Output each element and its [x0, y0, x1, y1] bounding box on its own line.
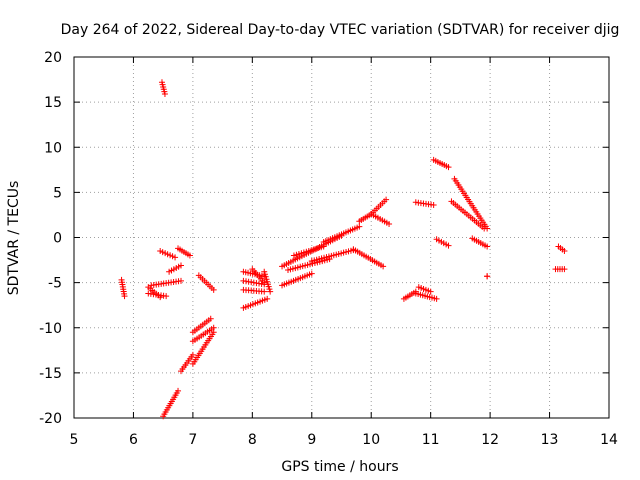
data-series-segment	[249, 266, 268, 286]
data-series-segment	[240, 277, 268, 288]
x-tick-label: 11	[422, 432, 440, 448]
x-tick-label: 6	[129, 432, 138, 448]
y-tick-label: -10	[39, 321, 62, 337]
x-tick-label: 12	[481, 432, 499, 448]
data-series-segment	[415, 284, 434, 295]
data-series-segment	[189, 315, 214, 336]
data-point	[484, 273, 491, 280]
data-points	[118, 79, 568, 420]
data-series-segment	[118, 276, 128, 300]
data-series-segment	[240, 295, 271, 311]
data-point	[163, 293, 170, 300]
data-point	[210, 329, 217, 336]
data-series-segment	[189, 329, 217, 367]
data-series-segment	[484, 273, 491, 280]
data-series-segment	[430, 156, 452, 171]
data-series-segment	[555, 243, 568, 255]
data-point	[172, 254, 179, 261]
data-point	[161, 91, 168, 98]
y-axis-label: SDTVAR / TECUs	[6, 181, 22, 296]
x-tick-label: 14	[600, 432, 618, 448]
data-series-segment	[261, 268, 274, 295]
y-tick-label: -5	[48, 276, 62, 292]
x-tick-label: 7	[188, 432, 197, 448]
x-tick-label: 10	[362, 432, 380, 448]
data-point	[186, 252, 193, 259]
y-tick-label: 15	[44, 95, 62, 111]
data-point	[356, 223, 363, 230]
data-point	[121, 293, 128, 300]
data-point	[178, 262, 184, 269]
data-point	[445, 164, 452, 171]
data-point	[433, 295, 440, 302]
data-point	[175, 387, 182, 394]
data-point	[210, 286, 217, 293]
data-point	[261, 279, 268, 286]
data-series-segment	[158, 79, 168, 98]
data-point	[427, 288, 434, 295]
y-tick-label: 20	[44, 50, 62, 66]
data-series-segment	[148, 277, 184, 289]
data-point	[386, 220, 393, 227]
data-point	[189, 351, 196, 358]
data-point	[264, 295, 271, 302]
y-tick-label: 10	[44, 140, 62, 156]
axes: 5 6 7 8 9 10 11 12 13 14 -20 -15 -10 -5 0 5 10 15 20	[39, 50, 618, 448]
data-point	[561, 248, 568, 255]
data-series-segment	[189, 324, 217, 345]
data-point	[383, 196, 390, 203]
y-tick-label: -20	[39, 411, 62, 427]
data-series-segment	[412, 290, 440, 302]
data-series-segment	[451, 175, 491, 232]
x-tick-label: 9	[307, 432, 316, 448]
x-tick-label: 13	[541, 432, 559, 448]
y-tick-label: 0	[53, 231, 62, 247]
data-point	[308, 270, 315, 277]
data-point	[430, 202, 437, 209]
data-series-segment	[350, 246, 387, 270]
data-series-segment	[160, 387, 182, 420]
data-series-segment	[552, 266, 568, 273]
x-tick-label: 8	[248, 432, 257, 448]
grid	[74, 57, 609, 418]
data-point	[261, 288, 268, 295]
data-series-segment	[195, 272, 217, 293]
data-point	[178, 277, 184, 284]
data-series-segment	[308, 247, 357, 264]
data-point	[207, 315, 214, 322]
data-series-segment	[145, 290, 170, 300]
x-axis-label: GPS time / hours	[281, 459, 398, 475]
data-series-segment	[240, 286, 268, 295]
data-point	[380, 263, 387, 270]
data-series-segment	[166, 262, 184, 275]
data-series-segment	[290, 243, 327, 259]
data-series-segment	[175, 245, 193, 259]
data-point	[561, 266, 568, 273]
data-point	[445, 242, 452, 249]
data-point	[484, 225, 491, 232]
data-series-segment	[320, 223, 363, 246]
data-series-segment	[178, 351, 196, 375]
data-series-segment	[279, 270, 315, 289]
data-series-segment	[157, 248, 179, 261]
data-series-segment	[412, 199, 437, 209]
data-point	[484, 243, 491, 250]
data-series-segment	[469, 235, 491, 250]
data-series-segment	[368, 211, 393, 227]
data-point	[326, 256, 333, 263]
chart-title: Day 264 of 2022, Sidereal Day-to-day VTE…	[61, 22, 620, 38]
y-tick-label: 5	[53, 185, 62, 201]
y-tick-label: -15	[39, 366, 62, 382]
x-tick-label: 5	[70, 432, 79, 448]
data-series-segment	[285, 256, 333, 273]
data-point	[267, 288, 274, 295]
data-series-segment	[433, 236, 452, 249]
